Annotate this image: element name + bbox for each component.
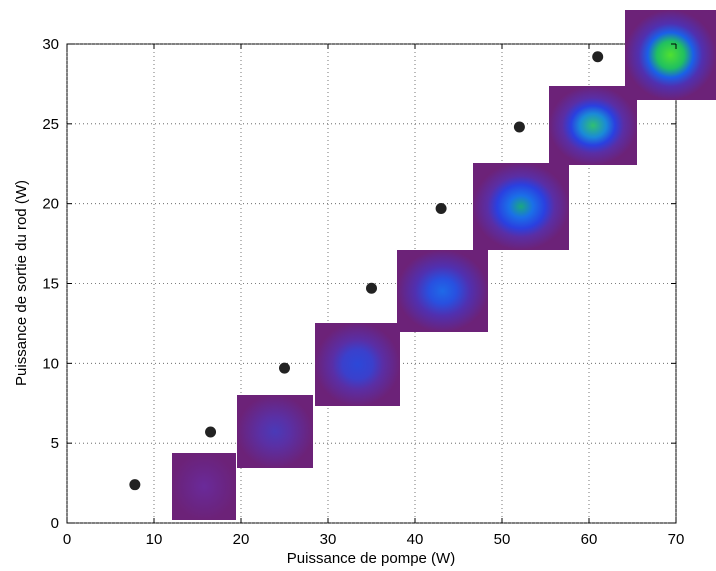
- y-tick-label: 5: [51, 435, 59, 452]
- beam-images: [172, 10, 716, 520]
- beam-image: [237, 395, 313, 468]
- x-tick-label: 50: [494, 531, 511, 548]
- x-tick-label: 70: [668, 531, 685, 548]
- y-tick-label: 30: [42, 36, 59, 53]
- beam-image: [172, 453, 236, 520]
- beam-image: [625, 10, 716, 100]
- beam-image: [397, 250, 488, 332]
- y-tick-label: 0: [51, 515, 59, 532]
- y-tick-label: 20: [42, 196, 59, 213]
- y-tick-label: 10: [42, 355, 59, 372]
- point: [205, 426, 217, 438]
- point: [366, 282, 377, 294]
- point: [129, 479, 141, 491]
- y-axis-label: Puissance de sortie du rod (W): [13, 180, 30, 386]
- y-tick-label: 25: [42, 116, 59, 133]
- x-axis-label: Puissance de pompe (W): [287, 550, 455, 567]
- point: [279, 362, 290, 374]
- beam-image: [473, 163, 569, 250]
- x-tick-label: 40: [407, 531, 424, 548]
- y-tick-label: 15: [42, 276, 59, 293]
- x-tick-label: 60: [581, 531, 598, 548]
- point: [513, 121, 525, 133]
- point: [592, 51, 604, 63]
- x-tick-label: 0: [63, 531, 71, 548]
- beam-image: [549, 86, 637, 165]
- point: [435, 202, 447, 214]
- x-tick-label: 10: [146, 531, 163, 548]
- x-tick-label: 30: [320, 531, 337, 548]
- beam-image: [315, 323, 400, 406]
- x-tick-label: 20: [233, 531, 250, 548]
